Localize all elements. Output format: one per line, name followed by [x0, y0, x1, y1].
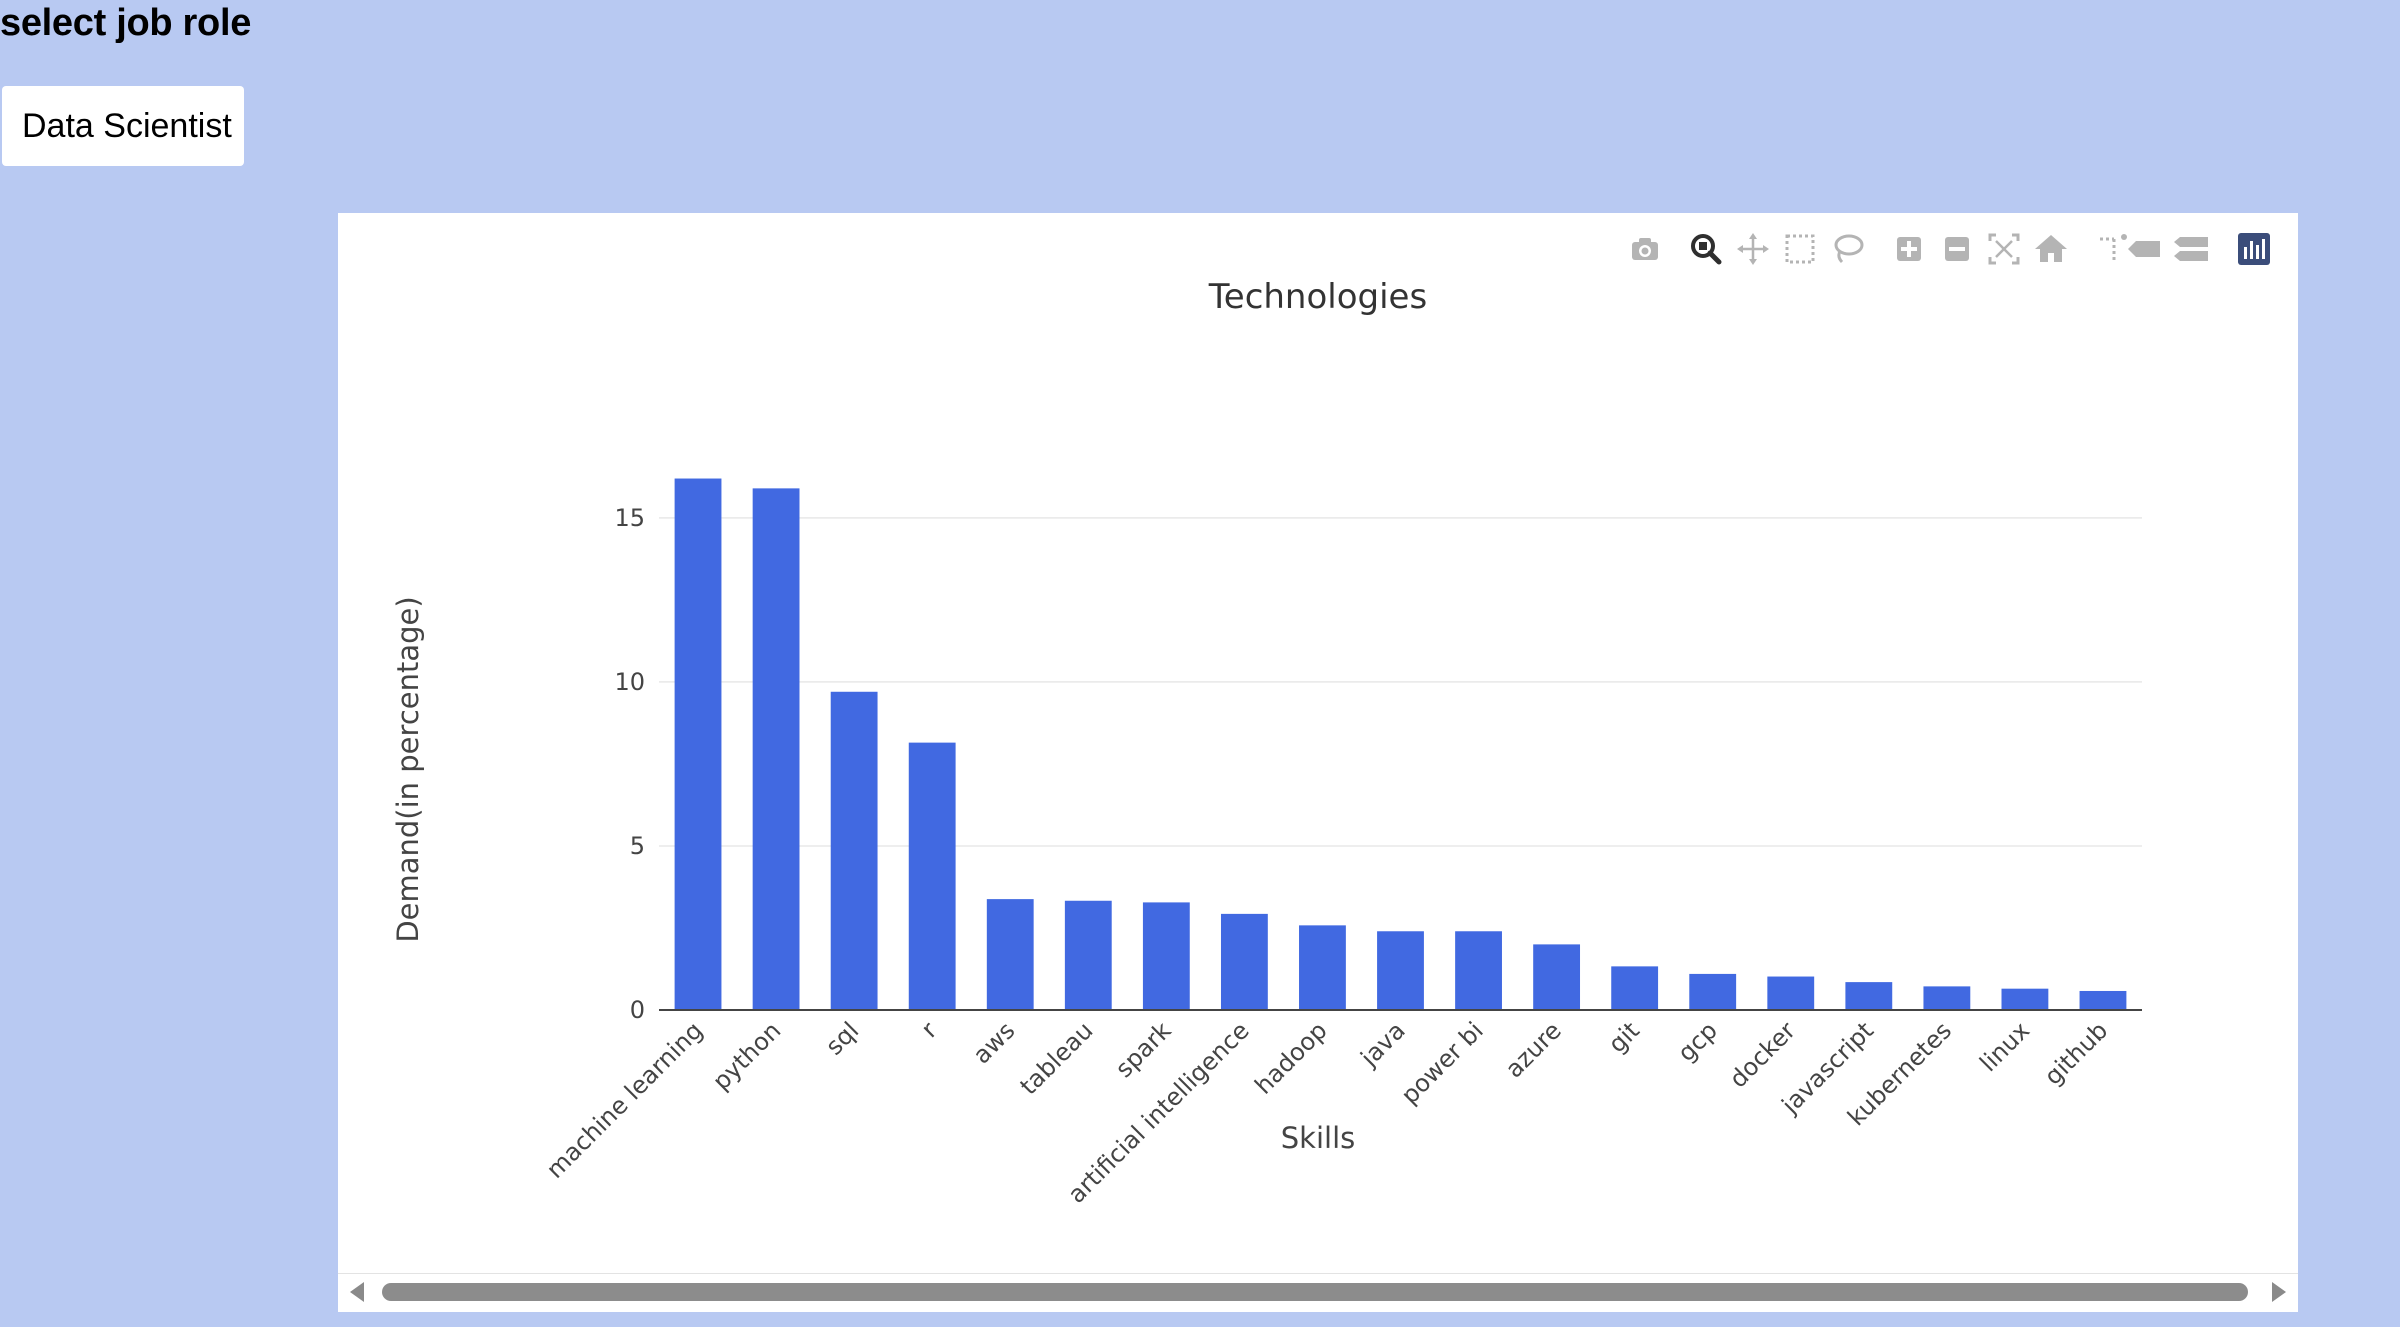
x-tick-label: java [1355, 1016, 1411, 1072]
bar-kubernetes [1923, 986, 1971, 1010]
bar-docker [1767, 976, 1815, 1010]
bar-azure [1533, 944, 1581, 1010]
x-axis-title: Skills [1281, 1121, 1355, 1155]
x-tick-label: power bi [1396, 1016, 1489, 1109]
x-tick-label: machine learning [541, 1016, 708, 1183]
lasso-select-icon[interactable] [1828, 229, 1868, 269]
spike-lines-icon[interactable] [2094, 229, 2134, 269]
scroll-left-arrow-icon[interactable] [350, 1282, 364, 1302]
x-tick-label: spark [1110, 1016, 1177, 1083]
box-select-icon[interactable] [1780, 229, 1820, 269]
bar-git [1611, 966, 1659, 1010]
x-tick-label: linux [1974, 1016, 2035, 1077]
bar-javascript [1845, 982, 1893, 1010]
zoom-in-icon[interactable] [1889, 229, 1929, 269]
bar-python [752, 488, 800, 1010]
bar-aws [986, 899, 1034, 1010]
x-tick-label: r [916, 1016, 943, 1043]
x-tick-label: github [2039, 1016, 2113, 1090]
bar-power-bi [1455, 931, 1502, 1010]
y-tick-label: 15 [614, 504, 645, 532]
bar-github [2079, 990, 2127, 1010]
pan-icon[interactable] [1733, 229, 1773, 269]
chart-panel: 0 5 10 15 machine learning python sql r aws table… [338, 213, 2298, 1273]
zoom-out-icon[interactable] [1937, 229, 1977, 269]
x-tick-label: docker [1724, 1016, 1801, 1093]
x-tick-label: python [707, 1016, 786, 1095]
y-tick-label: 0 [630, 996, 645, 1024]
bar-r [908, 742, 956, 1010]
bar-linux [2001, 988, 2049, 1010]
scrollbar-thumb[interactable] [382, 1283, 2248, 1301]
x-tick-label: tableau [1015, 1016, 1099, 1100]
chart-title: Technologies [1208, 277, 1427, 317]
camera-icon[interactable] [1625, 229, 1665, 269]
horizontal-scrollbar[interactable] [338, 1273, 2298, 1312]
y-tick-label: 5 [630, 832, 645, 860]
bar-sql [830, 691, 878, 1010]
x-tick-label: sql [820, 1016, 864, 1060]
plotly-logo-icon[interactable] [2234, 229, 2274, 269]
bar-artificial-intelligence [1220, 913, 1268, 1010]
hover-closest-icon[interactable] [2124, 229, 2164, 269]
x-tick-label: git [1603, 1016, 1645, 1058]
y-axis-title: Demand(in percentage) [391, 596, 425, 942]
x-tick-label: azure [1500, 1016, 1567, 1083]
x-tick-label: gcp [1672, 1016, 1723, 1067]
modebar [1614, 229, 2274, 273]
hover-compare-icon[interactable] [2172, 229, 2212, 269]
bar-spark [1142, 902, 1190, 1010]
zoom-icon[interactable] [1686, 229, 1726, 269]
scroll-right-arrow-icon[interactable] [2272, 1282, 2286, 1302]
y-tick-label: 10 [614, 668, 645, 696]
x-tick-label: hadoop [1249, 1016, 1332, 1099]
bar-tableau [1064, 900, 1112, 1010]
x-tick-label: aws [968, 1016, 1021, 1069]
page-heading: select job role [0, 2, 252, 44]
reset-axes-icon[interactable] [2031, 229, 2071, 269]
bar-hadoop [1299, 925, 1346, 1010]
bar-java [1377, 931, 1424, 1010]
bar-gcp [1689, 973, 1737, 1010]
autoscale-icon[interactable] [1984, 229, 2024, 269]
job-role-select[interactable]: Data Scientist [2, 86, 244, 166]
bar-machine-learning [674, 478, 722, 1010]
